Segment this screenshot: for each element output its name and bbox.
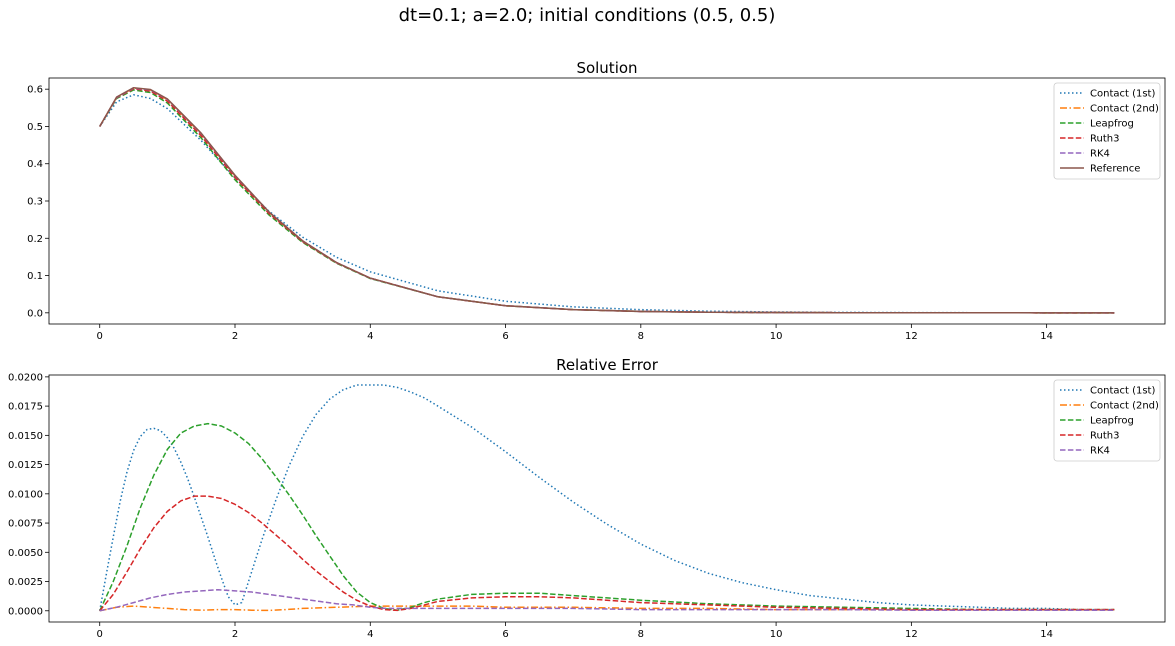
- series-line-rk4: [99, 588, 1115, 612]
- y-tick-label: 0.2: [27, 234, 43, 245]
- x-tick-label: 8: [638, 331, 644, 342]
- x-tick-label: 4: [367, 629, 373, 640]
- y-tick-label: 0.0150: [8, 431, 43, 442]
- x-tick-label: 10: [770, 331, 783, 342]
- subplot-title: Relative Error: [556, 356, 659, 374]
- relative-error-subplot: Relative Error 0 2 4 6 8 10 12 14 0.0000 0.0025 0.0…: [8, 356, 1166, 640]
- series-line-leapfrog: [99, 422, 1115, 612]
- x-tick-label: 14: [1040, 331, 1053, 342]
- legend-label-leapfrog: Leapfrog: [1090, 119, 1134, 130]
- legend-label-contact-2nd: Contact (2nd): [1090, 104, 1159, 115]
- y-tick-label: 0.3: [27, 197, 43, 208]
- y-tick-label: 0.0175: [8, 402, 43, 413]
- series-line-leapfrog: [99, 89, 1115, 314]
- y-tick-label: 0.0200: [8, 372, 43, 383]
- legend-label-ruth3: Ruth3: [1090, 134, 1119, 145]
- x-tick-label: 10: [770, 629, 783, 640]
- x-tick-label: 2: [232, 629, 238, 640]
- y-tick-label: 0.0125: [8, 460, 43, 471]
- series-line-contact-1st: [99, 94, 1115, 314]
- legend: Contact (1st) Contact (2nd) Leapfrog Ruth3 R…: [1053, 82, 1161, 180]
- y-tick-label: 0.0000: [8, 606, 43, 617]
- legend-box: [1053, 379, 1161, 462]
- y-tick-label: 0.4: [27, 159, 43, 170]
- x-tick-label: 0: [97, 331, 103, 342]
- figure-suptitle: dt=0.1; a=2.0; initial conditions (0.5, …: [399, 5, 776, 26]
- series-line-contact-1st: [98, 384, 1115, 611]
- legend-box: [1053, 82, 1161, 180]
- y-tick-label: 0.0025: [8, 577, 43, 588]
- legend: Contact (1st) Contact (2nd) Leapfrog Ruth3 R…: [1053, 379, 1161, 462]
- legend-label-contact-2nd: Contact (2nd): [1090, 401, 1159, 412]
- legend-label-ruth3: Ruth3: [1090, 431, 1119, 442]
- legend-label-rk4: RK4: [1090, 149, 1110, 160]
- y-tick-label: 0.1: [27, 271, 43, 282]
- x-tick-label: 14: [1040, 629, 1053, 640]
- y-tick-label: 0.0050: [8, 548, 43, 559]
- solution-subplot: Solution 0 2 4 6 8 10 12 14 0.0 0.1 0.2 0.3 0.4 0.5 0.6…: [27, 59, 1166, 342]
- x-tick-label: 4: [367, 331, 373, 342]
- series-line-contact-2nd: [99, 87, 1115, 314]
- subplot-title: Solution: [576, 59, 637, 77]
- series-line-reference: [99, 86, 1115, 314]
- series-line-rk4: [99, 87, 1115, 314]
- x-tick-label: 6: [502, 331, 508, 342]
- legend-label-contact-1st: Contact (1st): [1090, 89, 1155, 100]
- x-tick-label: 12: [905, 331, 918, 342]
- plot-area: [99, 86, 1115, 314]
- legend-label-rk4: RK4: [1090, 446, 1110, 457]
- x-tick-label: 2: [232, 331, 238, 342]
- axes-frame: [48, 77, 1166, 325]
- x-tick-label: 12: [905, 629, 918, 640]
- x-tick-label: 8: [638, 629, 644, 640]
- x-tick-label: 0: [97, 629, 103, 640]
- axes-frame: [48, 374, 1166, 623]
- series-line-ruth3: [99, 88, 1115, 314]
- legend-label-reference: Reference: [1090, 164, 1140, 175]
- plot-area: [98, 384, 1115, 612]
- y-tick-label: 0.0100: [8, 489, 43, 500]
- y-tick-label: 0.5: [27, 122, 43, 133]
- series-line-ruth3: [99, 495, 1115, 612]
- y-tick-label: 0.6: [27, 85, 43, 96]
- x-tick-label: 6: [502, 629, 508, 640]
- y-tick-label: 0.0: [27, 308, 43, 319]
- legend-label-leapfrog: Leapfrog: [1090, 416, 1134, 427]
- legend-label-contact-1st: Contact (1st): [1090, 386, 1155, 397]
- y-tick-label: 0.0075: [8, 519, 43, 530]
